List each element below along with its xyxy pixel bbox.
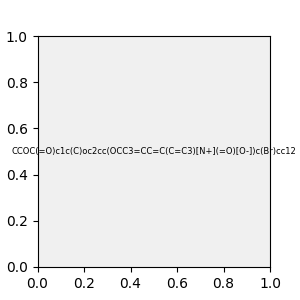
Text: CCOC(=O)c1c(C)oc2cc(OCC3=CC=C(C=C3)[N+](=O)[O-])c(Br)cc12: CCOC(=O)c1c(C)oc2cc(OCC3=CC=C(C=C3)[N+](…	[11, 147, 296, 156]
